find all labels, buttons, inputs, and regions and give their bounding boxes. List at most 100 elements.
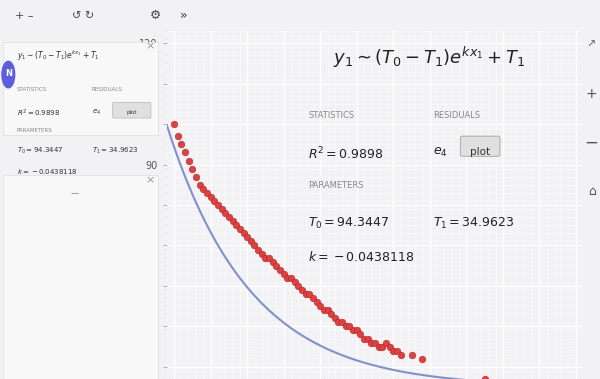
Text: +: +	[586, 87, 598, 101]
Point	[224, 214, 233, 220]
FancyBboxPatch shape	[4, 175, 158, 379]
Point	[337, 319, 347, 326]
Point	[202, 190, 212, 196]
Point	[232, 222, 241, 228]
Text: $y_1 \sim \left(T_0 - T_1\right)e^{kx_1} + T_1$: $y_1 \sim \left(T_0 - T_1\right)e^{kx_1}…	[333, 45, 525, 70]
Point	[312, 299, 322, 305]
Point	[272, 263, 281, 269]
Point	[352, 327, 362, 334]
FancyBboxPatch shape	[460, 136, 500, 156]
Point	[330, 315, 340, 321]
Point	[191, 174, 201, 180]
Point	[323, 307, 332, 313]
Point	[418, 356, 427, 362]
Point	[341, 323, 350, 329]
Text: PARAMETERS: PARAMETERS	[308, 181, 364, 190]
Point	[217, 206, 226, 212]
Text: plot: plot	[470, 147, 490, 157]
Point	[275, 267, 285, 273]
Text: $e_4$: $e_4$	[92, 108, 101, 117]
Point	[359, 335, 369, 341]
Point	[253, 246, 263, 252]
Point	[260, 255, 270, 261]
Point	[220, 210, 230, 216]
Text: $T_0=94.3447$: $T_0=94.3447$	[17, 146, 63, 156]
Text: −: −	[584, 133, 599, 152]
Text: temperature °C: temperature °C	[139, 55, 148, 126]
Point	[308, 295, 318, 301]
Text: $T_1=34.9623$: $T_1=34.9623$	[92, 146, 139, 156]
Circle shape	[2, 61, 14, 88]
Point	[290, 279, 299, 285]
Point	[180, 149, 190, 155]
Point	[363, 335, 373, 341]
Point	[319, 307, 329, 313]
Text: plot: plot	[127, 110, 137, 115]
Text: $y_1 \sim (T_0-T_1)e^{kx_1}+T_1$: $y_1 \sim (T_0-T_1)e^{kx_1}+T_1$	[17, 49, 100, 63]
Point	[195, 182, 205, 188]
Text: ↗: ↗	[587, 40, 596, 50]
Point	[385, 344, 394, 350]
Point	[242, 234, 252, 240]
Text: ↺ ↻: ↺ ↻	[72, 11, 94, 20]
Point	[407, 352, 416, 358]
Point	[304, 291, 314, 297]
Text: $k = -0.0438118$: $k = -0.0438118$	[308, 250, 415, 264]
Text: —: —	[71, 190, 79, 198]
Point	[392, 348, 402, 354]
Text: $e_4$: $e_4$	[433, 146, 448, 159]
Text: ×: ×	[146, 42, 155, 52]
Text: $R^2 = 0.9898$: $R^2 = 0.9898$	[308, 146, 384, 163]
Point	[326, 311, 336, 317]
Point	[228, 218, 238, 224]
FancyBboxPatch shape	[4, 42, 158, 135]
Point	[356, 332, 365, 338]
Point	[257, 251, 266, 257]
Text: N: N	[5, 69, 12, 78]
Point	[169, 121, 179, 127]
Point	[381, 340, 391, 346]
Point	[239, 230, 248, 236]
Point	[246, 238, 256, 244]
Text: STATISTICS: STATISTICS	[308, 111, 355, 120]
Point	[264, 255, 274, 261]
Point	[297, 287, 307, 293]
Point	[213, 202, 223, 208]
Point	[268, 258, 278, 265]
Point	[173, 133, 182, 139]
Point	[344, 323, 354, 329]
FancyBboxPatch shape	[113, 102, 151, 118]
Point	[283, 275, 292, 281]
Point	[374, 344, 383, 350]
Point	[188, 166, 197, 172]
Point	[209, 198, 219, 204]
Point	[250, 243, 259, 249]
Point	[334, 319, 343, 326]
Point	[377, 344, 387, 350]
Point	[286, 275, 296, 281]
Text: ⚙: ⚙	[150, 9, 161, 22]
Text: STATISTICS: STATISTICS	[17, 87, 47, 92]
Point	[184, 158, 194, 164]
Point	[301, 291, 310, 297]
Text: $T_0 = 94.3447$: $T_0 = 94.3447$	[308, 216, 390, 230]
Point	[279, 271, 289, 277]
Point	[396, 352, 406, 358]
Point	[370, 340, 380, 346]
Text: PARAMETERS: PARAMETERS	[17, 128, 52, 133]
Point	[388, 348, 398, 354]
Text: + –: + –	[15, 11, 34, 20]
Text: ⌂: ⌂	[587, 185, 596, 197]
Text: $k=-0.0438118$: $k=-0.0438118$	[17, 167, 77, 176]
Text: RESIDUALS: RESIDUALS	[433, 111, 481, 120]
Text: $R^2=0.9898$: $R^2=0.9898$	[17, 108, 60, 119]
Point	[235, 226, 245, 232]
Point	[316, 303, 325, 309]
Point	[480, 376, 490, 379]
Point	[176, 141, 186, 147]
Point	[206, 194, 215, 200]
Text: ×: ×	[146, 175, 155, 185]
Point	[348, 327, 358, 334]
Text: $T_1 = 34.9623$: $T_1 = 34.9623$	[433, 216, 515, 230]
Text: RESIDUALS: RESIDUALS	[92, 87, 122, 92]
